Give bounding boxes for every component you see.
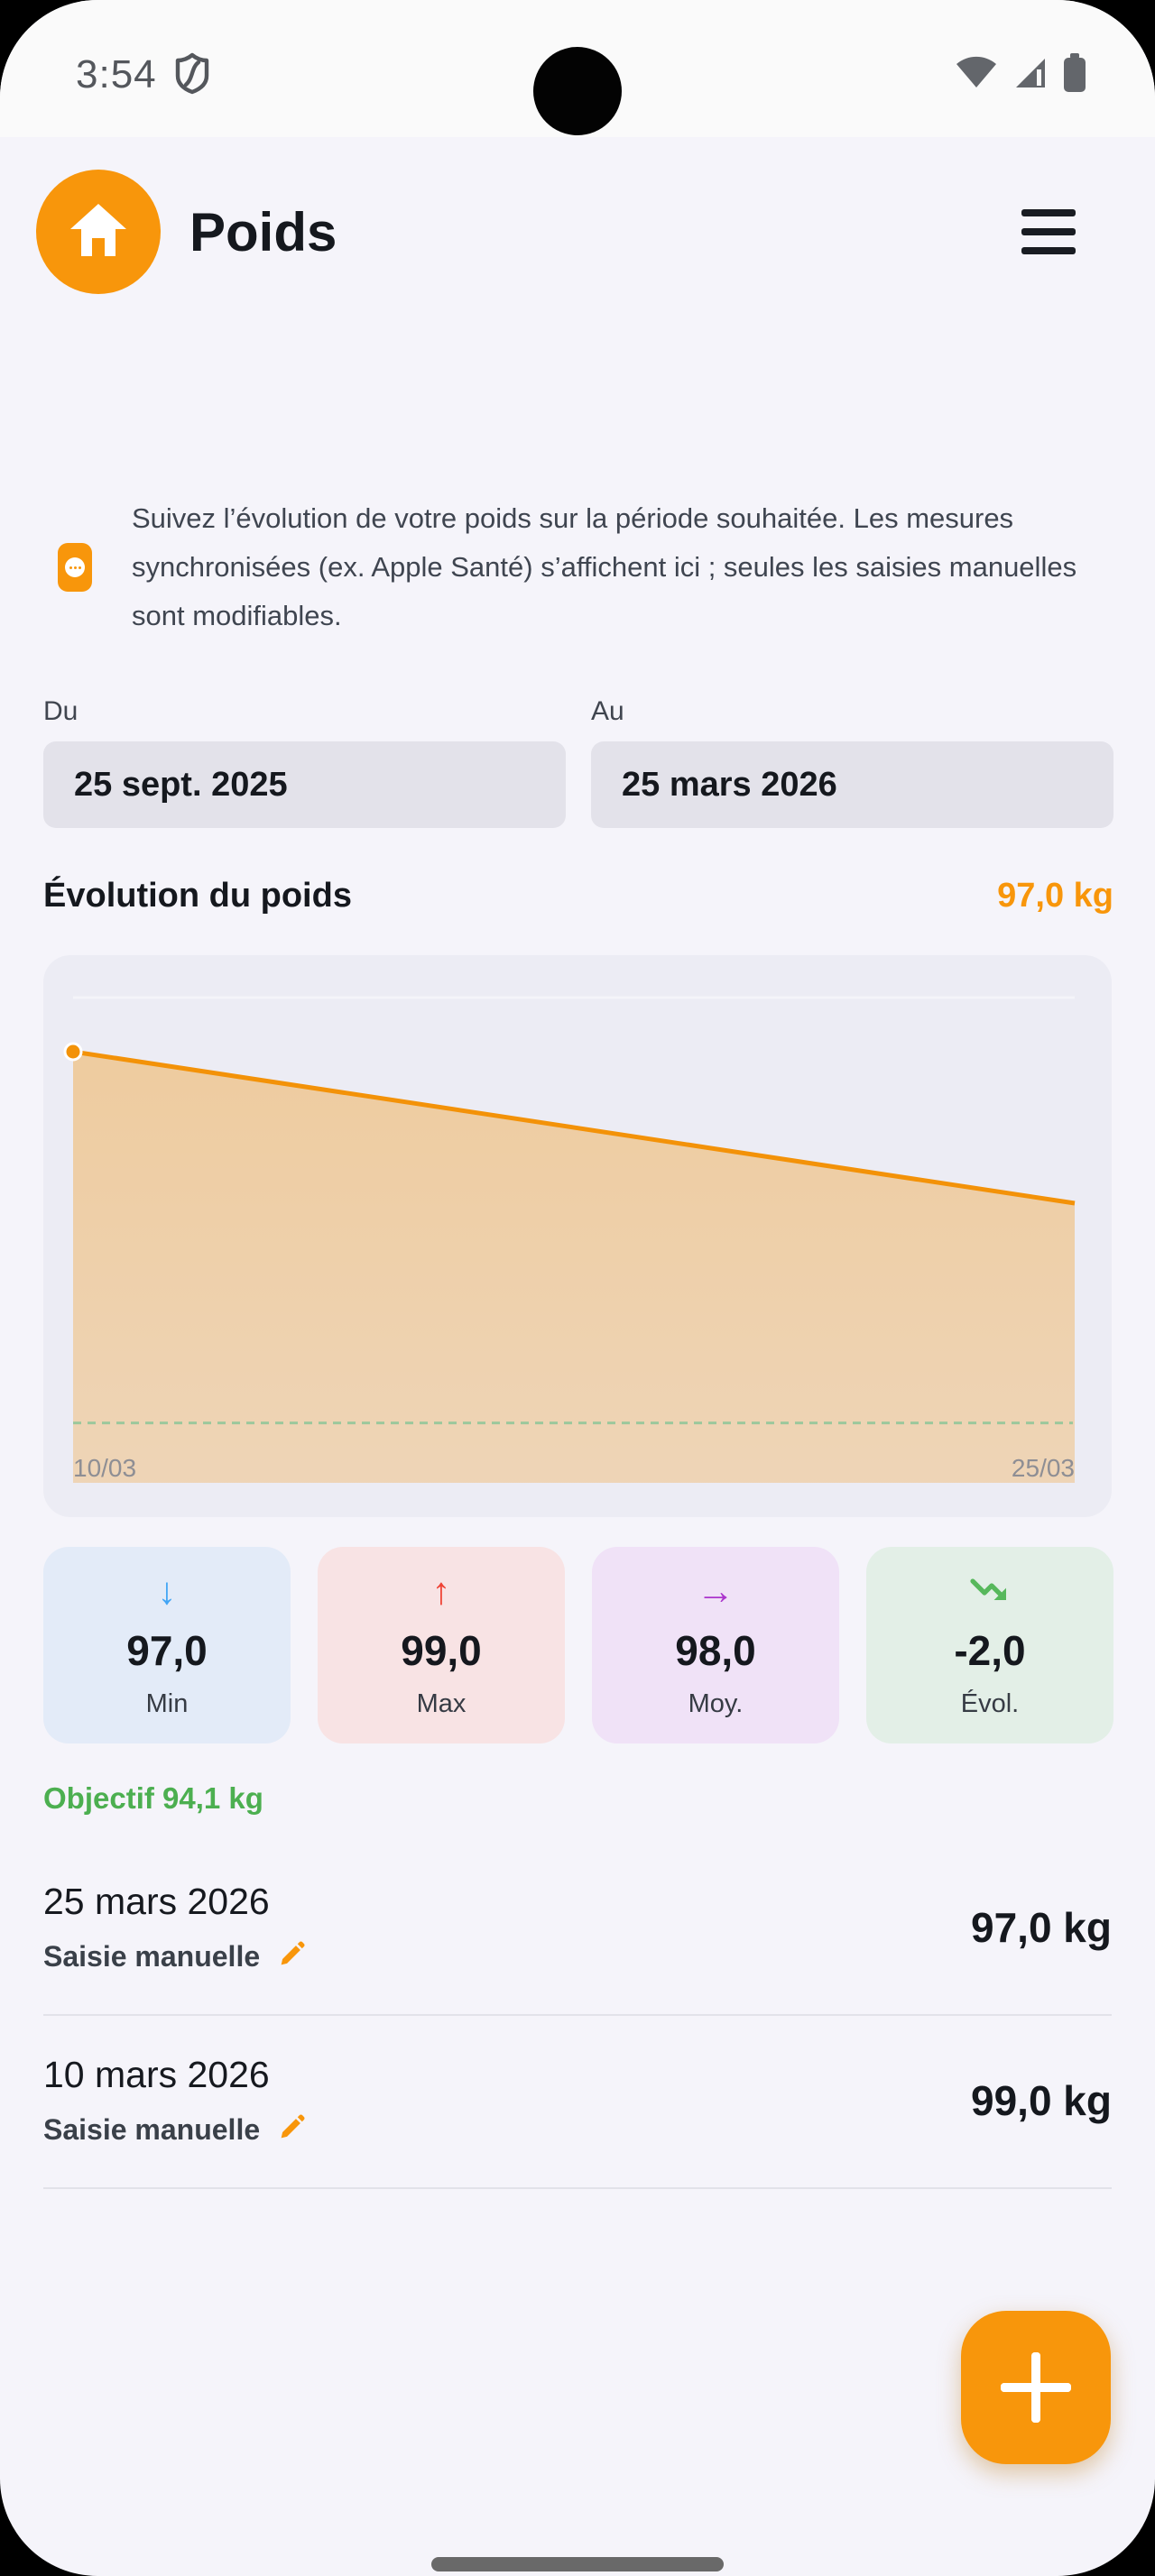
battery-icon bbox=[1063, 52, 1086, 97]
signal-icon bbox=[1012, 55, 1049, 96]
hamburger-icon[interactable] bbox=[1021, 204, 1076, 260]
trending-down-icon bbox=[969, 1572, 1011, 1612]
stat-label: Évol. bbox=[960, 1688, 1020, 1718]
stats-row: ↓ 97,0 Min ↑ 99,0 Max → 98,0 Moy. -2,0 É… bbox=[43, 1547, 1113, 1743]
stat-label: Moy. bbox=[688, 1688, 744, 1718]
wifi-icon bbox=[955, 55, 998, 96]
pencil-icon[interactable] bbox=[276, 2112, 307, 2148]
chat-bubble-icon bbox=[58, 543, 92, 592]
data-point-marker bbox=[63, 1042, 83, 1062]
arrow-up-icon: ↑ bbox=[431, 1569, 451, 1612]
stat-value: 97,0 bbox=[126, 1626, 208, 1674]
stat-value: 99,0 bbox=[401, 1626, 482, 1674]
stat-card-evolution: -2,0 Évol. bbox=[866, 1547, 1113, 1743]
status-bar: 3:54 bbox=[0, 0, 1155, 137]
arrow-down-icon: ↓ bbox=[157, 1569, 177, 1612]
stat-label: Max bbox=[416, 1688, 467, 1718]
info-text: Suivez l’évolution de votre poids sur la… bbox=[132, 502, 1077, 631]
camera-punch-hole bbox=[533, 47, 622, 135]
entry-source: Saisie manuelle bbox=[43, 2113, 261, 2146]
stat-value: 98,0 bbox=[675, 1626, 756, 1674]
stat-value: -2,0 bbox=[954, 1626, 1026, 1674]
objective-text: Objectif 94,1 kg bbox=[43, 1781, 263, 1815]
entry-date: 10 mars 2026 bbox=[43, 2054, 270, 2095]
weight-chart: 10/03 25/03 bbox=[43, 955, 1112, 1517]
weight-line bbox=[72, 1049, 1076, 1206]
entry-source: Saisie manuelle bbox=[43, 1940, 261, 1973]
shield-icon bbox=[173, 51, 211, 99]
date-range: Du 25 sept. 2025 Au 25 mars 2026 bbox=[43, 696, 1113, 828]
from-date-label: Du bbox=[43, 696, 79, 726]
home-icon bbox=[69, 202, 128, 262]
x-tick-start: 10/03 bbox=[73, 1454, 136, 1482]
info-banner: Suivez l’évolution de votre poids sur la… bbox=[58, 494, 1113, 640]
current-weight-value: 97,0 kg bbox=[997, 877, 1113, 915]
app-bar: Poids bbox=[0, 137, 1155, 294]
page-title: Poids bbox=[189, 201, 337, 262]
clock: 3:54 bbox=[76, 52, 157, 97]
entry-date: 25 mars 2026 bbox=[43, 1881, 270, 1922]
from-date-field[interactable]: 25 sept. 2025 bbox=[43, 741, 566, 828]
list-item[interactable]: 10 mars 2026 Saisie manuelle 99,0 kg bbox=[43, 2016, 1112, 2189]
list-item[interactable]: 25 mars 2026 Saisie manuelle 97,0 kg bbox=[43, 1843, 1112, 2016]
chart-section-header: Évolution du poids 97,0 kg bbox=[43, 877, 1113, 915]
stat-card-max: ↑ 99,0 Max bbox=[318, 1547, 565, 1743]
stat-label: Min bbox=[145, 1688, 189, 1718]
arrow-right-icon: → bbox=[697, 1569, 735, 1612]
entry-weight: 99,0 kg bbox=[971, 2077, 1112, 2124]
gesture-nav-handle[interactable] bbox=[431, 2557, 724, 2571]
stat-card-min: ↓ 97,0 Min bbox=[43, 1547, 291, 1743]
entry-weight: 97,0 kg bbox=[971, 1904, 1112, 1951]
to-date-label: Au bbox=[591, 696, 624, 726]
measurements-list: 25 mars 2026 Saisie manuelle 97,0 kg 10 … bbox=[0, 1843, 1155, 2189]
stat-card-avg: → 98,0 Moy. bbox=[592, 1547, 839, 1743]
pencil-icon[interactable] bbox=[276, 1939, 307, 1974]
to-date-field[interactable]: 25 mars 2026 bbox=[591, 741, 1113, 828]
add-measurement-button[interactable] bbox=[961, 2311, 1111, 2464]
x-tick-end: 25/03 bbox=[1012, 1454, 1075, 1482]
section-title: Évolution du poids bbox=[43, 877, 352, 915]
area-fill bbox=[73, 1052, 1075, 1483]
home-button[interactable] bbox=[36, 170, 161, 294]
